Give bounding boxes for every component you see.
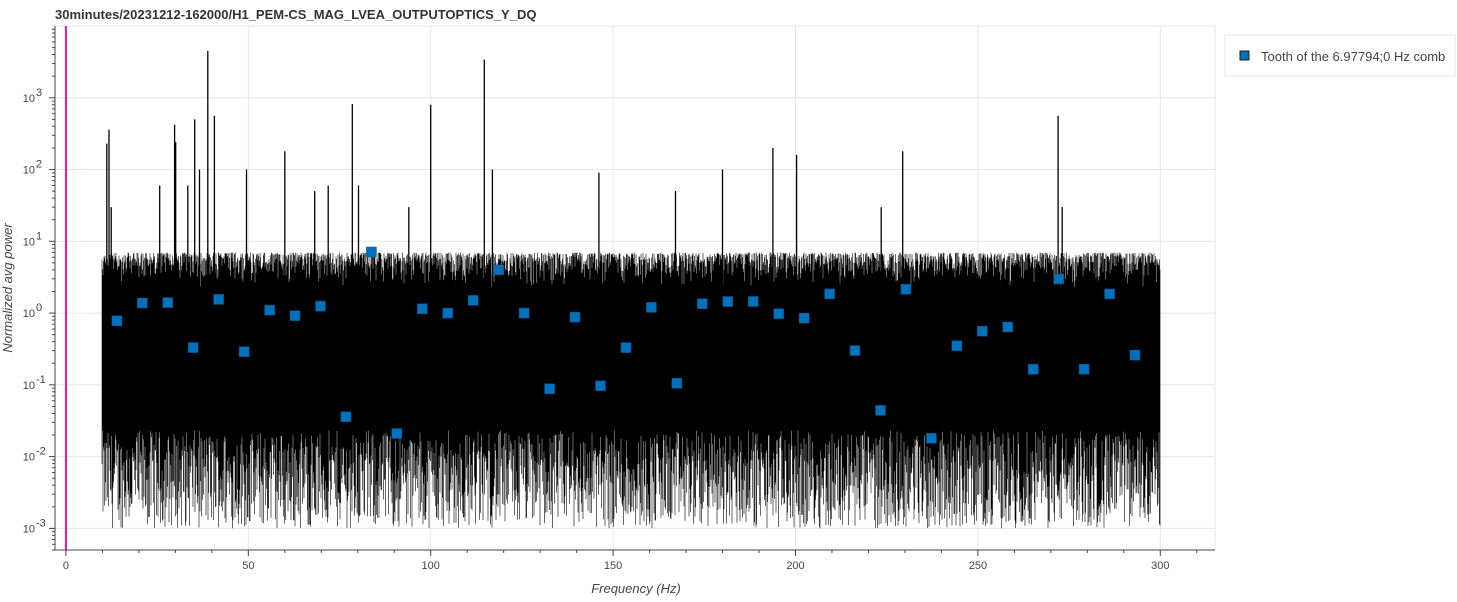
comb-tooth-marker [1027,363,1039,375]
comb-tooth-marker [1104,288,1115,300]
y-tick-exponent: 0 [36,302,42,314]
comb-tooth-marker [849,345,861,356]
comb-tooth-marker [951,340,963,352]
y-tick-label: 10 [23,308,35,320]
comb-tooth-marker [824,288,835,300]
y-axis-label: Normalized avg power [0,223,15,353]
x-tick-label: 200 [786,560,804,572]
x-tick-label: 100 [422,560,440,572]
legend-label: Tooth of the 6.97794;0 Hz comb [1261,49,1445,64]
comb-tooth-marker [1002,321,1014,333]
spectrum-trace [101,50,1161,529]
comb-tooth-marker [697,298,708,309]
y-tick-exponent: 1 [36,230,42,242]
comb-tooth-marker [518,307,530,319]
comb-tooth-marker [977,325,988,337]
comb-tooth-marker [187,342,199,353]
comb-tooth-marker [238,346,250,357]
y-tick-label: 10 [23,380,35,392]
comb-tooth-marker [442,307,454,319]
comb-tooth-marker [747,296,759,307]
y-tick-label: 10 [23,452,35,464]
y-tick-exponent: -3 [36,517,46,529]
comb-tooth-marker [137,297,148,309]
legend-box [1224,34,1456,77]
comb-tooth-marker [340,411,352,422]
y-tick-label: 10 [23,236,35,248]
x-tick-label: 0 [63,560,69,572]
y-tick-exponent: 2 [36,159,42,171]
comb-tooth-marker [900,283,912,295]
x-axis-label: Frequency (Hz) [591,581,681,596]
comb-tooth-marker [926,433,937,444]
comb-tooth-marker [315,300,326,312]
comb-tooth-marker [595,380,606,392]
comb-tooth-marker [417,303,428,314]
comb-tooth-marker [493,264,504,276]
comb-tooth-marker [671,378,683,389]
legend: Tooth of the 6.97794;0 Hz comb [1224,34,1456,77]
comb-tooth-marker [798,312,810,324]
comb-tooth-marker [366,246,377,258]
x-tick-label: 250 [969,560,987,572]
y-tick-exponent: 3 [36,87,42,99]
comb-tooth-marker [162,297,174,308]
comb-tooth-marker [264,304,275,316]
spectrum-peaks [106,50,1063,335]
x-tick-label: 50 [242,560,254,572]
x-tick-label: 300 [1151,560,1169,572]
y-tick-exponent: -2 [36,446,46,458]
comb-tooth-marker [1078,363,1090,375]
comb-tooth-marker [391,428,403,439]
comb-markers [111,246,1141,444]
chart-title: 30minutes/20231212-162000/H1_PEM-CS_MAG_… [55,7,536,22]
y-tick-label: 10 [23,165,35,177]
y-tick-label: 10 [23,523,35,535]
comb-tooth-marker [467,295,479,306]
comb-tooth-marker [773,308,784,319]
comb-tooth-marker [875,405,886,416]
comb-tooth-marker [213,294,224,305]
comb-tooth-marker [544,383,555,395]
comb-tooth-marker [111,315,123,327]
comb-tooth-marker [1129,349,1141,361]
x-tick-label: 150 [604,560,622,572]
comb-tooth-marker [569,311,581,323]
y-tick-label: 10 [23,93,35,105]
legend-marker [1239,50,1250,61]
y-tick-exponent: -1 [36,374,46,386]
spectrum-noise-band [101,252,1161,529]
comb-tooth-marker [722,296,734,307]
comb-tooth-marker [289,310,301,321]
comb-tooth-marker [646,302,657,313]
comb-tooth-marker [1053,273,1064,285]
comb-tooth-marker [620,342,632,353]
